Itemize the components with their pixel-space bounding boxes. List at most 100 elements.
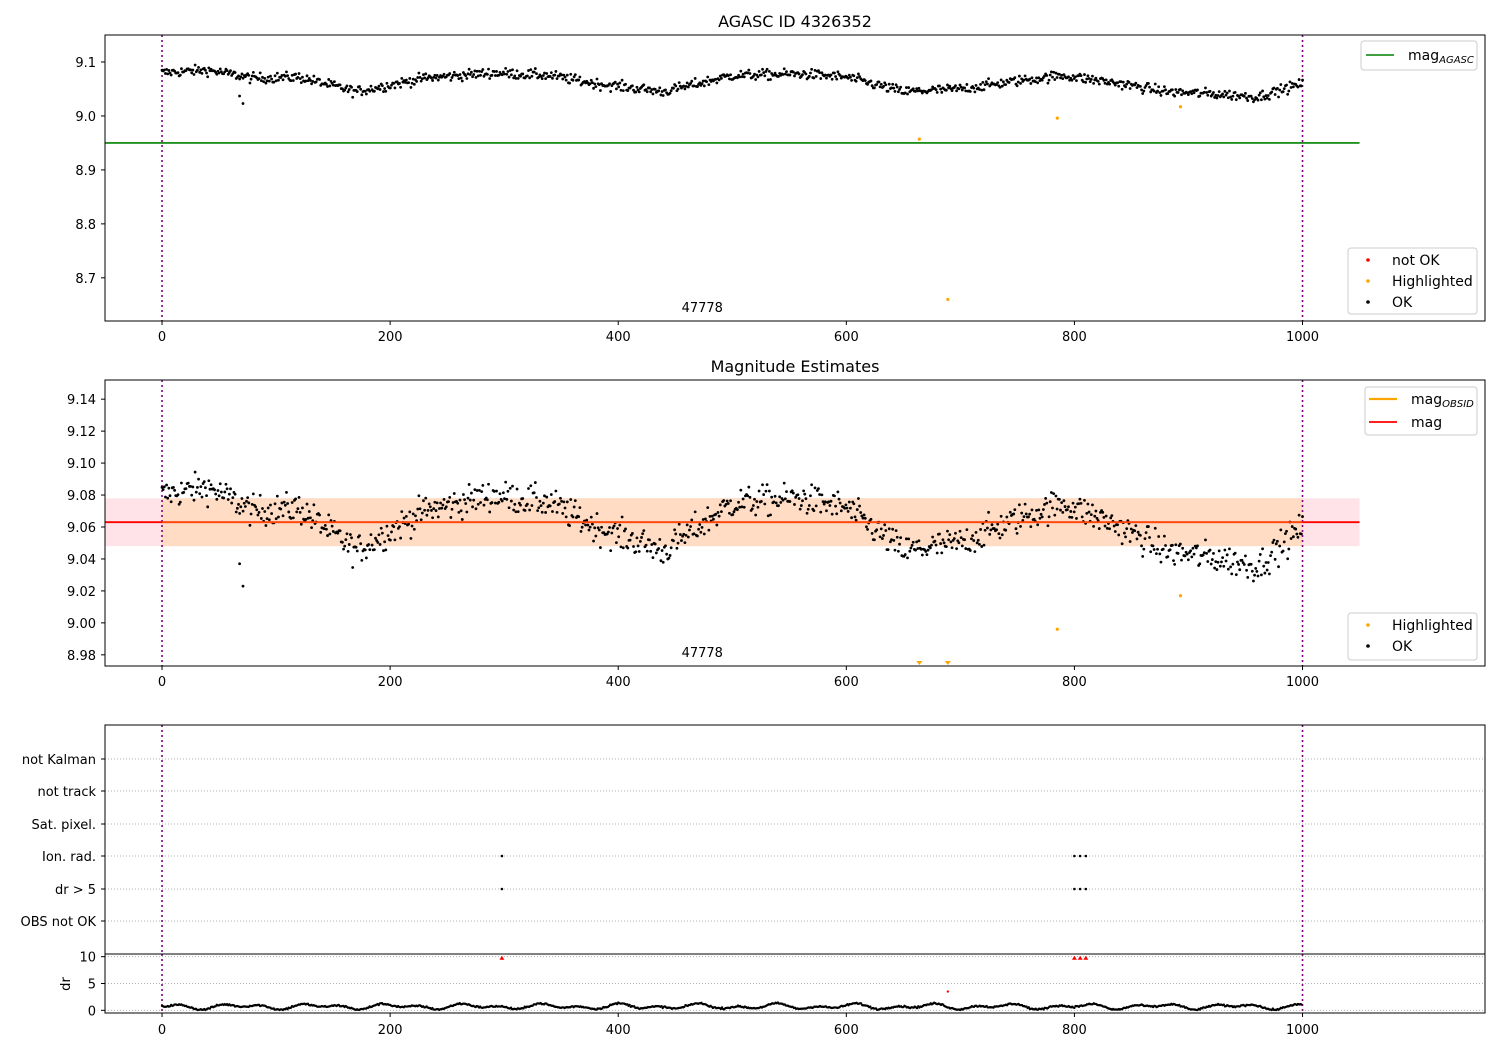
ok-point bbox=[167, 486, 171, 490]
ok-point bbox=[383, 87, 387, 90]
ok-point bbox=[1283, 532, 1287, 536]
ok-point bbox=[382, 549, 385, 553]
ok-point bbox=[370, 543, 374, 547]
ok-point bbox=[330, 524, 334, 528]
ok-point bbox=[416, 507, 420, 511]
ok-point bbox=[1028, 77, 1032, 81]
ok-point bbox=[270, 77, 274, 81]
ok-point bbox=[707, 528, 711, 532]
ok-point bbox=[265, 79, 269, 83]
ok-point bbox=[600, 525, 603, 529]
ok-point bbox=[1142, 547, 1146, 551]
ok-point bbox=[543, 494, 546, 498]
ok-point bbox=[818, 71, 822, 74]
x-tick-label: 0 bbox=[158, 330, 166, 345]
ok-point bbox=[986, 82, 989, 86]
ok-point bbox=[239, 505, 243, 509]
ok-point bbox=[557, 502, 561, 506]
ok-point bbox=[706, 75, 710, 79]
ok-point bbox=[894, 529, 898, 533]
ok-point bbox=[1174, 88, 1178, 91]
ok-point bbox=[850, 79, 853, 82]
ok-point bbox=[419, 79, 423, 83]
ok-point bbox=[849, 506, 852, 510]
ok-point bbox=[757, 70, 761, 73]
ok-point bbox=[892, 539, 896, 542]
ok-point bbox=[506, 70, 510, 73]
ok-point bbox=[1233, 551, 1237, 555]
ok-point bbox=[908, 549, 912, 553]
ok-point bbox=[594, 534, 598, 538]
ok-point bbox=[947, 538, 951, 542]
ok-point bbox=[1086, 74, 1090, 78]
ok-point bbox=[432, 507, 436, 511]
ok-point bbox=[878, 535, 882, 539]
ok-point bbox=[307, 76, 311, 80]
ok-point bbox=[672, 86, 675, 90]
ok-point bbox=[1022, 515, 1026, 519]
ok-point bbox=[249, 512, 253, 516]
ok-point bbox=[189, 484, 192, 488]
ok-point bbox=[1086, 502, 1090, 506]
ok-point bbox=[736, 76, 739, 80]
ok-point bbox=[801, 499, 804, 503]
ok-point bbox=[934, 88, 938, 92]
ok-point bbox=[762, 493, 766, 496]
ok-point bbox=[1224, 93, 1228, 97]
ok-point bbox=[1057, 497, 1061, 501]
ok-point bbox=[898, 87, 901, 91]
ok-point bbox=[1214, 93, 1218, 97]
ok-point bbox=[1178, 542, 1182, 546]
dr-point bbox=[1222, 1003, 1226, 1006]
ok-point bbox=[617, 85, 621, 89]
ok-point bbox=[650, 543, 654, 546]
ok-point bbox=[1250, 97, 1254, 100]
ok-point bbox=[976, 538, 980, 542]
ok-point bbox=[1189, 549, 1193, 553]
ok-point bbox=[532, 491, 536, 495]
ok-point bbox=[447, 500, 450, 504]
ok-point bbox=[204, 486, 207, 490]
ok-point bbox=[785, 490, 788, 493]
ok-point bbox=[301, 506, 304, 510]
ok-point bbox=[1120, 542, 1124, 546]
ok-point bbox=[1222, 564, 1226, 568]
ok-point bbox=[341, 87, 344, 91]
ok-point bbox=[998, 536, 1002, 540]
dr-clipped-marker bbox=[499, 955, 505, 960]
ok-point bbox=[645, 549, 649, 553]
ok-point bbox=[514, 510, 518, 514]
ok-point bbox=[996, 522, 1000, 526]
ok-point bbox=[251, 70, 255, 74]
ok-point bbox=[439, 501, 442, 505]
ok-point bbox=[673, 528, 677, 532]
ok-point bbox=[251, 492, 255, 496]
ok-point bbox=[1015, 84, 1019, 88]
ok-point bbox=[640, 536, 643, 539]
ok-point bbox=[597, 528, 601, 532]
ok-point bbox=[982, 543, 986, 547]
obsid-annotation: 47778 bbox=[682, 301, 723, 316]
ok-point bbox=[1036, 81, 1040, 85]
ok-point bbox=[960, 544, 964, 548]
ok-point bbox=[441, 503, 445, 507]
ok-point bbox=[683, 87, 687, 91]
ok-point bbox=[935, 90, 939, 94]
ok-point bbox=[715, 523, 719, 527]
ok-point bbox=[565, 500, 569, 504]
ok-point bbox=[560, 499, 563, 503]
ok-point bbox=[1039, 512, 1043, 516]
ok-point bbox=[463, 498, 466, 502]
ok-point bbox=[626, 546, 630, 550]
ok-point bbox=[1246, 575, 1250, 579]
ok-point bbox=[939, 87, 943, 91]
ok-point bbox=[1178, 87, 1182, 91]
ok-point bbox=[1206, 560, 1210, 563]
ok-point bbox=[460, 518, 464, 521]
ok-point bbox=[435, 501, 439, 505]
ok-point bbox=[1257, 559, 1261, 563]
ok-point bbox=[626, 89, 630, 93]
ok-point bbox=[1233, 90, 1237, 94]
ok-point bbox=[718, 503, 722, 507]
ok-point bbox=[577, 515, 581, 519]
